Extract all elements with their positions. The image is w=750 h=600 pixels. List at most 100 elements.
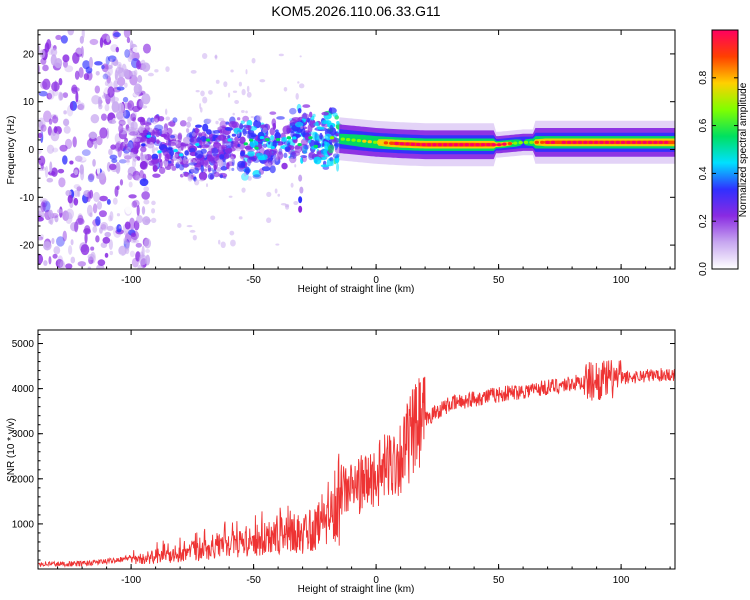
noise-blob [42, 241, 52, 251]
faint-blob [234, 99, 240, 104]
band-peak [561, 140, 566, 144]
band-blob [302, 131, 310, 137]
colorbar-tick-label: 0.4 [698, 166, 709, 180]
faint-blob [175, 161, 181, 165]
faint-blob [115, 58, 118, 64]
band-blob [211, 134, 219, 139]
noise-blob [67, 194, 73, 204]
snr-ylabel: SNR (10 * v/v) [6, 418, 17, 482]
spectrogram-marks [38, 30, 675, 269]
noise-blob [107, 80, 113, 89]
noise-blob [38, 236, 44, 241]
band-peak [513, 141, 518, 145]
band-blob [248, 156, 255, 160]
noise-blob [109, 250, 114, 256]
noise-blob [106, 199, 111, 205]
noise-blob [38, 44, 41, 54]
band-peak [588, 140, 593, 144]
band-peak [345, 138, 351, 142]
band-peak [389, 141, 394, 145]
colorbar-tick-label: 0.6 [698, 118, 709, 132]
snr-axes: -100 -50 0 50 100 1000 2000 3000 4000 5000 [12, 330, 675, 586]
band-blob [289, 107, 297, 115]
band-peak [534, 140, 540, 144]
band-peak [615, 140, 620, 144]
noise-blob [123, 155, 132, 160]
colorbar-tick-label: 0.0 [698, 262, 709, 276]
noise-blob [48, 256, 52, 265]
faint-blob [230, 69, 234, 73]
band-blob [291, 150, 301, 157]
noise-blob [106, 35, 110, 43]
spectrogram-xlabel: Height of straight line (km) [298, 284, 415, 295]
band-peak [426, 143, 432, 147]
band-blob [247, 129, 255, 135]
band-peak [405, 142, 410, 146]
noise-blob [113, 80, 118, 90]
band-peak [286, 136, 292, 140]
band-blob [281, 162, 288, 170]
band-peak [464, 143, 469, 147]
band-peak [367, 140, 372, 144]
band-blob [301, 155, 307, 163]
noise-blob [99, 37, 104, 48]
faint-blob [118, 64, 121, 69]
band-peak [599, 140, 604, 144]
band-blob [332, 112, 338, 117]
x-tick-label: -100 [121, 275, 141, 286]
noise-blob [51, 237, 55, 245]
noise-blob [65, 208, 75, 220]
noise-blob [108, 215, 112, 222]
faint-blob [164, 108, 168, 115]
noise-blob [141, 62, 151, 72]
noise-blob [94, 85, 101, 94]
faint-blob [293, 201, 299, 206]
faint-blob [244, 172, 247, 177]
noise-blob [59, 144, 68, 152]
band-blob [188, 162, 198, 166]
noise-blob [137, 264, 144, 269]
y-tick-label: 0 [28, 145, 34, 156]
noise-blob [87, 266, 92, 269]
noise-blob [49, 161, 53, 174]
band-blob [184, 150, 189, 156]
noise-blob [42, 64, 49, 72]
noise-blob [68, 245, 73, 255]
noise-blob [118, 124, 124, 134]
noise-blob [78, 66, 84, 78]
band-blob [195, 124, 203, 128]
faint-blob [142, 105, 148, 109]
noise-blob [63, 118, 70, 127]
band-blob [246, 119, 253, 127]
noise-blob [116, 185, 120, 190]
faint-blob [203, 153, 207, 159]
band-blob [261, 154, 268, 161]
band-blob [245, 148, 255, 152]
y-tick-label: -20 [20, 241, 35, 252]
spectrogram-ylabel: Frequency (Hz) [6, 116, 17, 185]
y-tick-label: 20 [23, 49, 35, 60]
band-peak [610, 140, 615, 144]
faint-blob [241, 88, 246, 96]
band-blob [171, 165, 177, 171]
noise-blob [108, 119, 117, 124]
noise-blob [75, 48, 84, 55]
band-blob [294, 145, 303, 153]
faint-blob [151, 208, 156, 214]
noise-blob [65, 190, 72, 197]
noise-blob [112, 197, 118, 205]
noise-blob [117, 116, 125, 121]
band-blob [158, 166, 166, 175]
noise-blob [117, 76, 126, 87]
band-peak [259, 135, 265, 140]
band-blob [139, 132, 148, 136]
faint-blob [214, 55, 218, 59]
noise-blob [127, 174, 132, 179]
band-peak [329, 136, 335, 140]
noise-blob [97, 172, 106, 180]
band-blob [269, 111, 277, 115]
faint-blob [220, 241, 226, 249]
band-peak [410, 142, 416, 146]
